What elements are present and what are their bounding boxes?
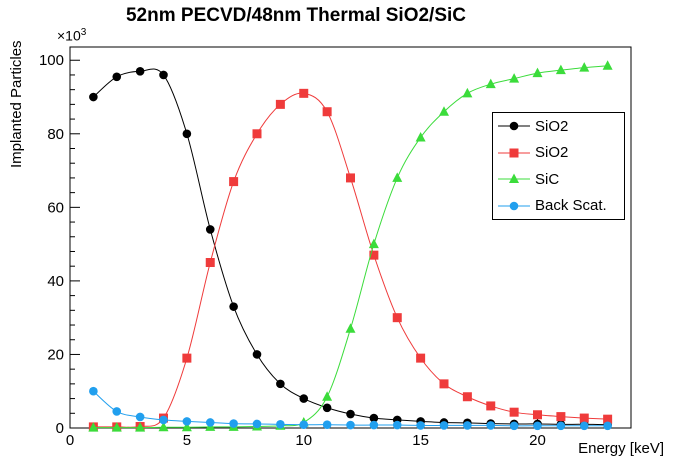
legend-item-sio2-thermal: SiO2	[493, 140, 624, 167]
y-tick-label: 20	[47, 346, 64, 363]
series-markers-3	[89, 386, 612, 431]
y-tick-label: 0	[56, 420, 64, 437]
legend-marker-square-red	[498, 148, 530, 158]
legend-box: SiO2 SiO2 SiC Back Scat.	[492, 112, 625, 220]
chart-title: 52nm PECVD/48nm Thermal SiO2/SiC	[125, 5, 467, 26]
x-tick-label: 10	[295, 432, 312, 449]
legend-marker-circle-blue	[498, 201, 530, 211]
x-tick-label: 20	[529, 432, 546, 449]
series-line-3	[93, 390, 608, 427]
legend-label: SiO2	[535, 117, 569, 135]
y-tick-label: 40	[47, 273, 64, 290]
legend-marker-circle-black	[498, 121, 530, 131]
legend-label: SiO2	[535, 144, 569, 162]
x-axis-title: Energy [keV]	[578, 440, 664, 457]
legend-item-sic: SiC	[493, 166, 624, 193]
legend-item-back-scat: Back Scat.	[493, 193, 624, 220]
y-tick-label: 100	[39, 52, 64, 69]
x-tick-label: 5	[183, 432, 191, 449]
y-axis-title: Implanted Particles	[8, 40, 25, 168]
plot-frame	[69, 46, 632, 429]
y-tick-label: 60	[47, 199, 64, 216]
legend-item-sio2-pecvd: SiO2	[493, 113, 624, 140]
legend-marker-triangle-green	[498, 173, 530, 184]
y-tick-label: 80	[47, 126, 64, 143]
y-axis-power-label: ×103	[57, 27, 87, 44]
x-tick-label: 0	[66, 432, 74, 449]
legend-label: Back Scat.	[535, 197, 607, 215]
legend-label: SiC	[535, 170, 560, 188]
x-tick-label: 15	[412, 432, 429, 449]
